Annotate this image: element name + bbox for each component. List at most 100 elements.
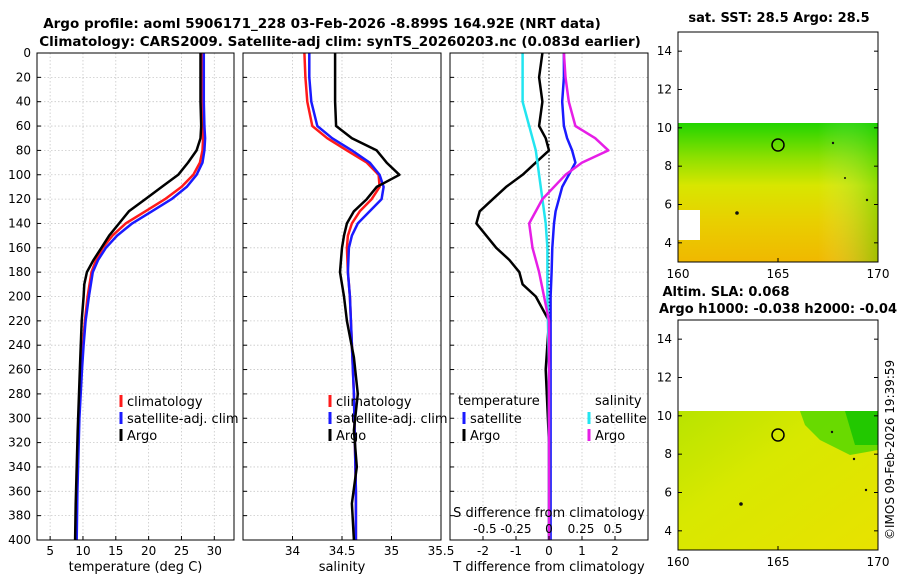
x-tick-label: 34 [285, 544, 300, 558]
x-tick-label: 30 [207, 544, 222, 558]
map-x-tick-label: 160 [667, 555, 690, 569]
sla-island [852, 457, 856, 461]
map-y-tick-label: 4 [664, 236, 672, 250]
map-y-tick-label: 14 [657, 332, 672, 346]
x2-tick-label: 0 [545, 522, 553, 536]
x-tick-label: 34.5 [329, 544, 356, 558]
map-y-tick-label: 10 [657, 409, 672, 423]
sla-map-axes: 160 165 170 4 6 8 10 12 14 [657, 332, 890, 569]
legend-label-1: climatology [336, 395, 412, 410]
sst-island [831, 141, 835, 145]
y-tick-label: 220 [8, 314, 31, 328]
x-axis-label: T difference from climatology [452, 560, 645, 575]
x-axis-label: temperature (deg C) [69, 560, 203, 575]
sst-island [844, 177, 846, 179]
x-tick-label: -1 [510, 544, 522, 558]
x-tick-label: -2 [477, 544, 489, 558]
x2-tick-label: 0.25 [568, 522, 595, 536]
legend-label-s1: satellite [595, 412, 647, 427]
y-tick-label: 340 [8, 460, 31, 474]
legend-label-2: satellite-adj. clim [127, 412, 239, 427]
x-tick-label: 25 [174, 544, 189, 558]
series-line-argo [333, 53, 401, 541]
x-tick-label: 35 [384, 544, 399, 558]
y-tick-label: 320 [8, 436, 31, 450]
y-tick-label: 0 [23, 46, 31, 60]
sst-map-panel: sat. SST: 28.5 Argo: 28.5 160 165 170 4 6 8 10… [657, 11, 890, 281]
sst-island [865, 198, 869, 202]
legend-label-2: satellite-adj. clim [336, 412, 448, 427]
map-y-tick-label: 14 [657, 44, 672, 58]
y-tick-label: 360 [8, 484, 31, 498]
legend-label-t2: Argo [470, 429, 500, 444]
legend-label-3: Argo [127, 429, 157, 444]
x-tick-label: 10 [75, 544, 90, 558]
legend-label-3: Argo [336, 429, 366, 444]
sla-peak-region [845, 411, 878, 445]
x-tick-label: 2 [611, 544, 619, 558]
map-x-tick-label: 160 [667, 267, 690, 281]
y-tick-label: 60 [16, 119, 31, 133]
salinity-panel: 34 34.5 35 35.5 salinity climatology satellite… [242, 52, 455, 575]
y-tick-label: 240 [8, 338, 31, 352]
series-line-s-argo [527, 52, 610, 540]
sla-map-panel: Altim. SLA: 0.068 Argo h1000: -0.038 h20… [657, 285, 897, 569]
map-y-tick-label: 8 [664, 159, 672, 173]
map-y-tick-label: 6 [664, 486, 672, 500]
x-tick-label: 15 [108, 544, 123, 558]
sla-float-marker [771, 428, 785, 442]
x-tick-label: 35.5 [428, 544, 455, 558]
x2-tick-label: 0.5 [603, 522, 622, 536]
x-axis-label: salinity [319, 560, 366, 575]
y-tick-label: 400 [8, 533, 31, 547]
x-tick-label: 5 [46, 544, 54, 558]
sla-map-title: Altim. SLA: 0.068 [663, 285, 790, 300]
sst-float-marker [771, 138, 785, 152]
y-tick-label: 260 [8, 363, 31, 377]
legend-label-s2: Argo [595, 429, 625, 444]
series-line-t-satellite [549, 53, 577, 540]
y-tick-label: 160 [8, 241, 31, 255]
sst-field-shade [678, 123, 878, 262]
x-tick-label: 20 [141, 544, 156, 558]
map-y-tick-label: 6 [664, 198, 672, 212]
y-tick-label: 40 [16, 95, 31, 109]
y-tick-label: 140 [8, 216, 31, 230]
header-title: Argo profile: aoml 5906171_228 03-Feb-20… [43, 16, 601, 32]
sla-island [830, 430, 834, 434]
y-tick-label: 100 [8, 168, 31, 182]
header-subtitle: Climatology: CARS2009. Satellite-adj cli… [39, 34, 641, 50]
sla-island [739, 502, 743, 506]
x2-tick-label: -0.25 [500, 522, 531, 536]
map-x-tick-label: 170 [867, 555, 890, 569]
timestamp-label: ©IMOS 09-Feb-2026 19:39:59 [883, 360, 897, 540]
map-y-tick-label: 4 [664, 524, 672, 538]
series-line-argo [73, 53, 203, 541]
y-tick-label: 200 [8, 290, 31, 304]
temperature-panel: 5 10 15 20 25 30 temperature (deg C) 0 20 40 60 80 1… [8, 46, 239, 575]
sst-island [735, 211, 739, 215]
difference-panel: -2 -1 0 1 2 T difference from climatology temp… [449, 52, 649, 575]
sst-map-title: sat. SST: 28.5 Argo: 28.5 [688, 11, 869, 26]
legend-label-t1: satellite [470, 412, 522, 427]
map-y-tick-label: 8 [664, 447, 672, 461]
x-tick-label: 1 [578, 544, 586, 558]
y-tick-label: 180 [8, 265, 31, 279]
series-line-satellite-adj-clim [75, 53, 207, 541]
map-y-tick-label: 12 [657, 371, 672, 385]
y-tick-label: 120 [8, 192, 31, 206]
x-tick-label: 0 [545, 544, 553, 558]
series-line-t-argo [475, 52, 551, 540]
map-x-tick-label: 165 [767, 267, 790, 281]
x2-tick-label: -0.5 [473, 522, 496, 536]
map-x-tick-label: 170 [867, 267, 890, 281]
map-y-tick-label: 10 [657, 121, 672, 135]
y-tick-label: 380 [8, 509, 31, 523]
sla-island [864, 488, 868, 492]
sst-missing-patch [678, 210, 700, 240]
legend-label-1: climatology [127, 395, 203, 410]
map-x-tick-label: 165 [767, 555, 790, 569]
y-tick-label: 20 [16, 70, 31, 84]
y-tick-label: 80 [16, 143, 31, 157]
